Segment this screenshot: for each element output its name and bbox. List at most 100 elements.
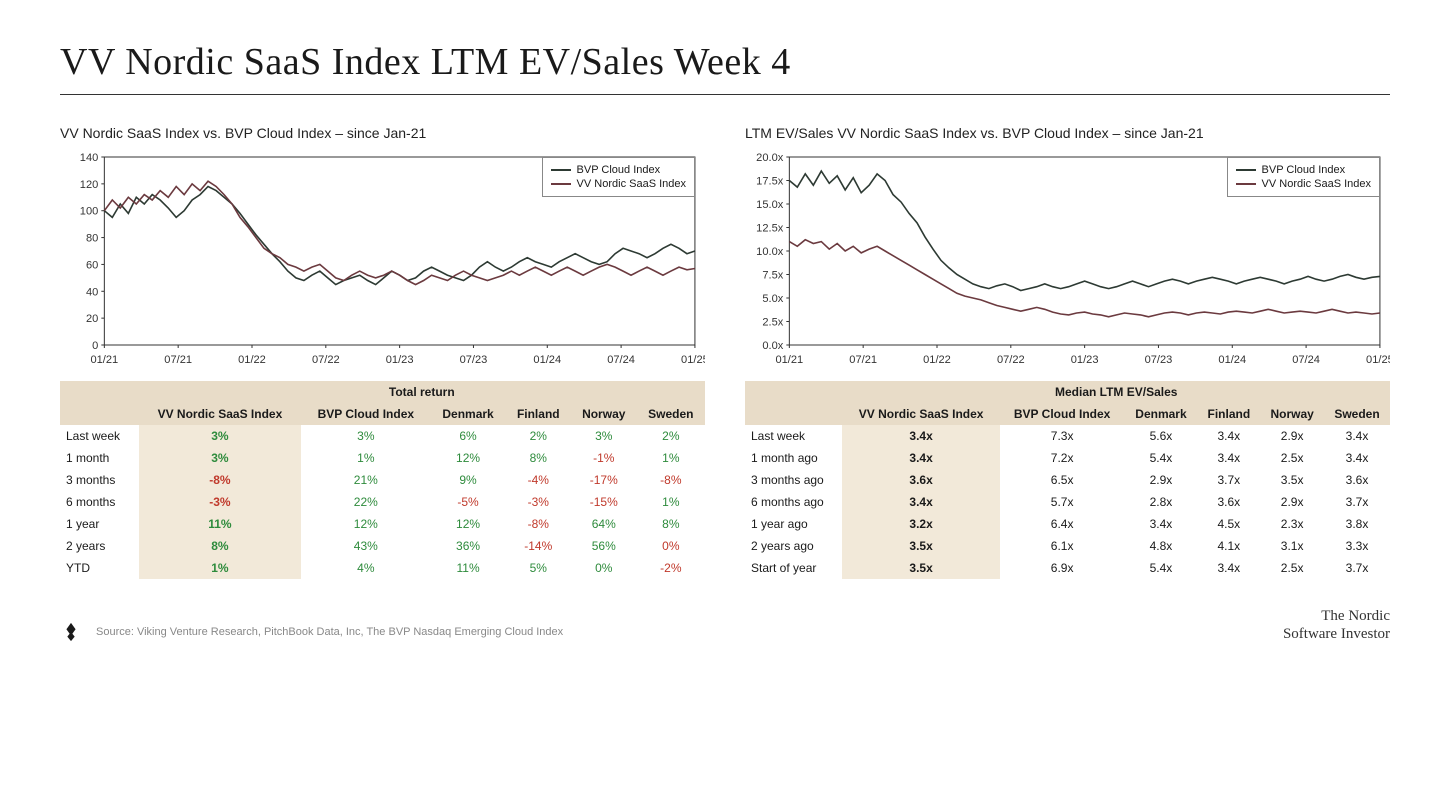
svg-text:07/24: 07/24 xyxy=(1292,354,1320,366)
table-row-label: 1 year ago xyxy=(745,513,842,535)
table-cell: 3.6x xyxy=(842,469,999,491)
table-row: 1 year ago3.2x6.4x3.4x4.5x2.3x3.8x xyxy=(745,513,1390,535)
svg-text:80: 80 xyxy=(86,233,98,245)
table-cell: 1% xyxy=(139,557,302,579)
table-cell: 6.9x xyxy=(1000,557,1125,579)
svg-text:01/21: 01/21 xyxy=(775,354,803,366)
table-col-header: BVP Cloud Index xyxy=(1000,403,1125,425)
table-col-header: Finland xyxy=(506,403,571,425)
table-cell: 2.5x xyxy=(1260,557,1324,579)
svg-text:0: 0 xyxy=(92,340,98,352)
footer-left: Source: Viking Venture Research, PitchBo… xyxy=(60,621,563,643)
svg-text:01/22: 01/22 xyxy=(923,354,951,366)
right-legend: BVP Cloud Index VV Nordic SaaS Index xyxy=(1227,157,1380,197)
svg-text:140: 140 xyxy=(80,152,98,164)
table-cell: 8% xyxy=(637,513,705,535)
table-cell: 6% xyxy=(430,425,505,447)
table-row: 1 month ago3.4x7.2x5.4x3.4x2.5x3.4x xyxy=(745,447,1390,469)
legend-label: BVP Cloud Index xyxy=(1262,164,1346,176)
table-col-header: Norway xyxy=(571,403,637,425)
table-col-header xyxy=(745,403,842,425)
table-row-label: 6 months ago xyxy=(745,491,842,513)
legend-swatch xyxy=(551,183,571,185)
table-cell: 3.4x xyxy=(1125,513,1198,535)
table-row: 3 months-8%21%9%-4%-17%-8% xyxy=(60,469,705,491)
table-cell: 5.6x xyxy=(1125,425,1198,447)
table-col-header: Norway xyxy=(1260,403,1324,425)
brand-logo-icon xyxy=(60,621,82,643)
table-cell: 6.4x xyxy=(1000,513,1125,535)
svg-text:07/22: 07/22 xyxy=(997,354,1025,366)
svg-text:07/24: 07/24 xyxy=(607,354,635,366)
right-panel: LTM EV/Sales VV Nordic SaaS Index vs. BV… xyxy=(745,125,1390,579)
table-row-label: YTD xyxy=(60,557,139,579)
table-col-header: VV Nordic SaaS Index xyxy=(842,403,999,425)
table-cell: 0% xyxy=(571,557,637,579)
table-cell: 6.5x xyxy=(1000,469,1125,491)
svg-text:01/21: 01/21 xyxy=(90,354,118,366)
table-header-blank xyxy=(745,381,842,403)
svg-text:07/23: 07/23 xyxy=(1145,354,1173,366)
table-cell: 8% xyxy=(139,535,302,557)
right-chart-title: LTM EV/Sales VV Nordic SaaS Index vs. BV… xyxy=(745,125,1390,141)
table-cell: 11% xyxy=(139,513,302,535)
svg-text:07/23: 07/23 xyxy=(460,354,488,366)
left-legend: BVP Cloud IndexVV Nordic SaaS Index xyxy=(542,157,695,197)
table-cell: 7.2x xyxy=(1000,447,1125,469)
table-super-header: Median LTM EV/Sales xyxy=(842,381,1390,403)
table-col-header: Sweden xyxy=(1324,403,1390,425)
table-cell: 64% xyxy=(571,513,637,535)
table-cell: 2% xyxy=(637,425,705,447)
right-chart: 0.0x2.5x5.0x7.5x10.0x12.5x15.0x17.5x20.0… xyxy=(745,149,1390,369)
svg-text:12.5x: 12.5x xyxy=(756,223,784,235)
table-cell: 2.9x xyxy=(1260,491,1324,513)
table-cell: 3.7x xyxy=(1197,469,1260,491)
page-title: VV Nordic SaaS Index LTM EV/Sales Week 4 xyxy=(60,40,1390,84)
table-cell: 9% xyxy=(430,469,505,491)
left-panel: VV Nordic SaaS Index vs. BVP Cloud Index… xyxy=(60,125,705,579)
table-cell: 3% xyxy=(139,425,302,447)
table-cell: 5.4x xyxy=(1125,447,1198,469)
legend-item: BVP Cloud Index xyxy=(1236,164,1371,176)
svg-text:20.0x: 20.0x xyxy=(756,152,784,164)
table-col-header: Denmark xyxy=(430,403,505,425)
title-divider xyxy=(60,94,1390,95)
svg-text:5.0x: 5.0x xyxy=(762,293,783,305)
table-cell: 5% xyxy=(506,557,571,579)
table-cell: 2.5x xyxy=(1260,447,1324,469)
table-cell: 3.4x xyxy=(1197,425,1260,447)
table-col-header: BVP Cloud Index xyxy=(301,403,430,425)
svg-text:2.5x: 2.5x xyxy=(762,317,783,329)
legend-label: VV Nordic SaaS Index xyxy=(1262,178,1371,190)
table-row-label: 1 month xyxy=(60,447,139,469)
footer-brand-line1: The Nordic xyxy=(1283,607,1390,625)
footer: Source: Viking Venture Research, PitchBo… xyxy=(60,607,1390,643)
svg-text:07/21: 07/21 xyxy=(849,354,877,366)
table-cell: 5.7x xyxy=(1000,491,1125,513)
table-cell: 22% xyxy=(301,491,430,513)
table-cell: -4% xyxy=(506,469,571,491)
table-cell: 2.9x xyxy=(1125,469,1198,491)
table-row-label: 1 month ago xyxy=(745,447,842,469)
table-cell: 4% xyxy=(301,557,430,579)
legend-swatch xyxy=(551,169,571,171)
table-row-label: 6 months xyxy=(60,491,139,513)
table-cell: 3.5x xyxy=(842,535,999,557)
svg-text:01/23: 01/23 xyxy=(1071,354,1099,366)
table-cell: 56% xyxy=(571,535,637,557)
svg-text:01/25: 01/25 xyxy=(1366,354,1390,366)
table-cell: -2% xyxy=(637,557,705,579)
table-cell: 3.1x xyxy=(1260,535,1324,557)
table-cell: 12% xyxy=(301,513,430,535)
legend-label: BVP Cloud Index xyxy=(577,164,661,176)
table-cell: 43% xyxy=(301,535,430,557)
table-row: 2 years ago3.5x6.1x4.8x4.1x3.1x3.3x xyxy=(745,535,1390,557)
table-row-label: 2 years xyxy=(60,535,139,557)
table-cell: -14% xyxy=(506,535,571,557)
svg-text:10.0x: 10.0x xyxy=(756,246,784,258)
svg-text:01/25: 01/25 xyxy=(681,354,705,366)
footer-source: Source: Viking Venture Research, PitchBo… xyxy=(96,626,563,638)
table-cell: 1% xyxy=(301,447,430,469)
table-row: 2 years8%43%36%-14%56%0% xyxy=(60,535,705,557)
table-cell: 12% xyxy=(430,513,505,535)
